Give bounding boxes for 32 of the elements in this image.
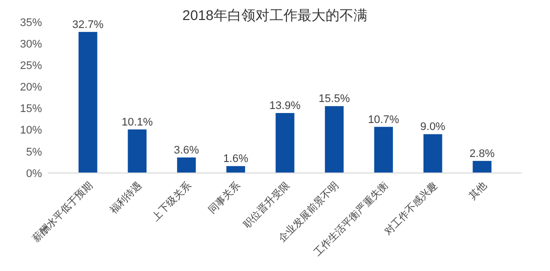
bar — [423, 134, 442, 173]
data-label: 15.5% — [318, 93, 350, 106]
x-tick-label: 其他 — [466, 180, 490, 202]
data-label: 32.7% — [72, 18, 104, 31]
y-tick-label: 5% — [26, 146, 42, 158]
data-label: 9.0% — [420, 121, 446, 134]
bar — [177, 157, 196, 173]
bar — [128, 129, 147, 173]
x-tick-label: 薪酬水平低于预期 — [30, 180, 95, 245]
x-tick-label: 福利待遇 — [107, 180, 144, 216]
y-tick-label: 10% — [20, 124, 42, 137]
bar — [78, 32, 98, 173]
data-label: 13.9% — [269, 100, 301, 112]
bar — [276, 113, 294, 173]
y-tick-label: 20% — [20, 82, 42, 94]
bar — [472, 160, 492, 173]
data-label: 10.1% — [122, 116, 153, 128]
y-tick-label: 35% — [20, 16, 42, 29]
y-tick-label: 25% — [20, 60, 42, 72]
data-label: 3.6% — [174, 144, 200, 156]
data-label: 2.8% — [470, 148, 495, 160]
y-tick-label: 15% — [20, 103, 42, 116]
y-tick-label: 30% — [20, 38, 42, 50]
bar — [374, 126, 393, 173]
x-tick-label: 上下级关系 — [150, 180, 194, 224]
chart-title: 2018年白领对工作最大的不满 — [182, 7, 368, 23]
y-tick-label: 0% — [26, 168, 42, 180]
bar — [226, 166, 246, 173]
bar — [324, 106, 344, 173]
data-label: 1.6% — [223, 153, 248, 166]
data-label: 10.7% — [368, 114, 400, 126]
x-tick-label: 同事关系 — [206, 180, 243, 216]
